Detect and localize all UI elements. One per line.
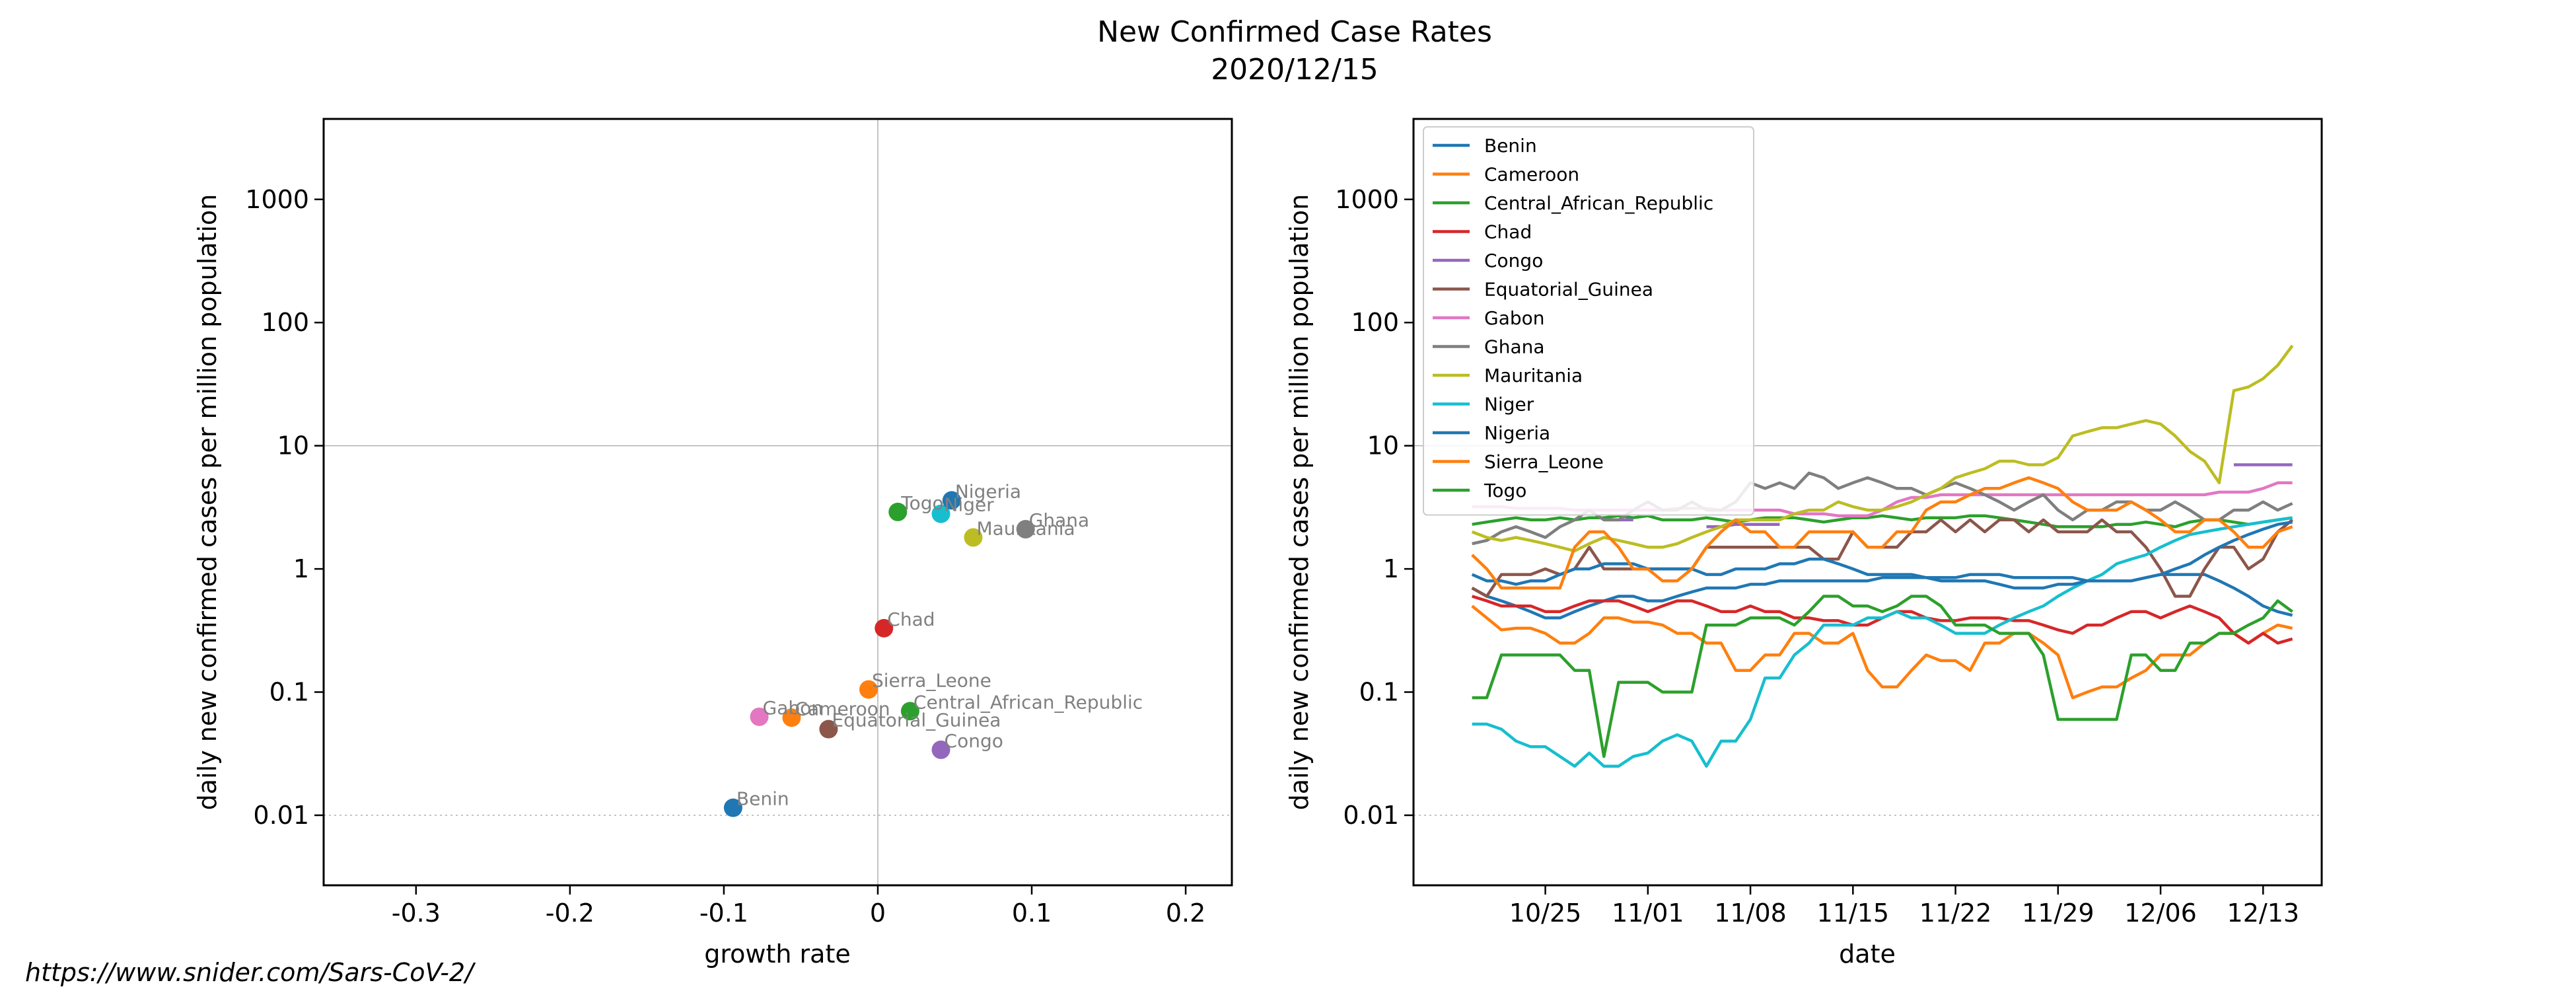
y-tick-label: 100	[261, 308, 309, 337]
series-line	[1472, 595, 2293, 758]
scatter-point	[1016, 520, 1035, 539]
y-tick-label: 1	[293, 554, 309, 583]
line-y-axis: 0.01 0.1 1 10 100 1000	[1335, 185, 1413, 830]
source-url[interactable]: https://www.snider.com/Sars-CoV-2/	[25, 958, 476, 987]
scatter-points	[723, 491, 1035, 817]
y-tick-label: 1000	[1335, 185, 1399, 214]
legend-label: Niger	[1484, 394, 1534, 416]
legend-label: Nigeria	[1484, 422, 1550, 444]
x-tick-label: 11/22	[1919, 899, 1992, 928]
series-line	[1471, 605, 2293, 700]
scatter-panel: Benin Cameroon Central_African_Republic Cha…	[193, 118, 1233, 969]
legend-label: Cameroon	[1484, 164, 1579, 186]
series-line	[1471, 520, 2293, 590]
scatter-point	[819, 719, 838, 739]
x-tick-label: 12/13	[2227, 899, 2300, 928]
scatter-point-label: Chad	[887, 608, 935, 630]
series-line	[1472, 516, 2293, 768]
scatter-point-labels: Benin Cameroon Central_African_Republic Cha…	[736, 480, 1143, 809]
line-panel: 10/25 11/01 11/08 11/15 11/22 11/29 12/06 12/13…	[1285, 118, 2323, 969]
x-tick-label: 11/29	[2022, 899, 2094, 928]
series-line	[1472, 514, 2293, 529]
scatter-point	[875, 618, 894, 638]
scatter-point-label: Niger	[945, 494, 995, 516]
line-axes-frame	[1412, 118, 2323, 887]
legend-label: Congo	[1484, 250, 1543, 272]
x-tick-label: 12/06	[2124, 899, 2197, 928]
legend-label: Central_African_Republic	[1484, 192, 1713, 214]
figure-subtitle: 2020/12/15	[1211, 53, 1378, 87]
scatter-point-label: Nigeria	[955, 480, 1021, 502]
line-series	[1471, 344, 2294, 768]
x-tick-label: 11/15	[1817, 899, 1890, 928]
line-x-axis-label: date	[1839, 939, 1896, 969]
scatter-point	[931, 504, 950, 523]
scatter-point	[723, 798, 742, 817]
legend-label: Gabon	[1484, 307, 1545, 329]
y-tick-label: 0.01	[1343, 801, 1399, 830]
scatter-point	[900, 702, 919, 721]
scatter-point-label: Mauritania	[976, 518, 1075, 540]
legend-label: Togo	[1484, 480, 1526, 501]
x-tick-label: 11/01	[1612, 899, 1684, 928]
series-line	[1472, 471, 2293, 546]
series-line	[1471, 476, 2293, 590]
scatter-axes-frame	[322, 118, 1233, 887]
y-tick-label: 0.1	[1359, 678, 1399, 707]
y-tick-label: 1000	[245, 185, 309, 214]
legend-label: Chad	[1484, 221, 1532, 243]
y-tick-label: 100	[1351, 308, 1399, 337]
scatter-point	[750, 707, 769, 726]
legend-label: Ghana	[1484, 336, 1545, 358]
scatter-x-axis: -0.3 -0.2 -0.1 0 0.1 0.2	[392, 885, 1205, 928]
legend: Benin Cameroon Central_African_Republic Cha…	[1423, 126, 1754, 516]
line-y-axis-label: daily new confirmed cases per million po…	[1285, 194, 1314, 811]
x-tick-label: 11/08	[1714, 899, 1787, 928]
legend-label: Mauritania	[1484, 365, 1583, 386]
x-tick-label: -0.3	[392, 899, 441, 928]
scatter-point-label: Benin	[736, 788, 789, 810]
scatter-point-label: Ghana	[1029, 509, 1090, 531]
scatter-point-label: Togo	[900, 492, 943, 514]
scatter-x-axis-label: growth rate	[704, 939, 851, 969]
x-tick-label: 0.1	[1012, 899, 1052, 928]
scatter-point	[782, 708, 801, 727]
scatter-point	[942, 491, 961, 510]
scatter-point-label: Sierra_Leone	[872, 670, 991, 692]
scatter-point	[931, 740, 950, 759]
figure-title: New Confirmed Case Rates	[1097, 15, 1492, 49]
scatter-point-label: Central_African_Republic	[913, 691, 1143, 713]
scatter-point-label: Congo	[945, 730, 1003, 752]
x-tick-label: 10/25	[1509, 899, 1582, 928]
scatter-y-axis-label: daily new confirmed cases per million po…	[193, 194, 222, 811]
y-tick-label: 0.1	[269, 678, 309, 707]
legend-label: Benin	[1484, 135, 1537, 157]
scatter-point	[859, 680, 878, 699]
y-tick-label: 0.01	[253, 801, 309, 830]
y-tick-label: 10	[1367, 431, 1399, 460]
x-tick-label: 0	[870, 899, 886, 928]
legend-box	[1423, 126, 1754, 516]
scatter-point-label: Gabon	[763, 697, 824, 719]
y-tick-label: 10	[277, 431, 309, 460]
scatter-point	[964, 528, 983, 547]
scatter-point-label: Equatorial_Guinea	[832, 710, 1001, 731]
scatter-reference-lines	[324, 119, 1232, 885]
x-tick-label: -0.1	[699, 899, 748, 928]
scatter-y-axis: 0.01 0.1 1 10 100 1000	[245, 185, 324, 830]
y-tick-label: 1	[1383, 554, 1399, 583]
x-tick-label: 0.2	[1166, 899, 1205, 928]
scatter-point-label: Cameroon	[795, 698, 890, 719]
line-x-axis: 10/25 11/01 11/08 11/15 11/22 11/29 12/06 12/13	[1509, 885, 2299, 928]
scatter-point	[888, 502, 908, 521]
x-tick-label: -0.2	[546, 899, 594, 928]
legend-label: Equatorial_Guinea	[1484, 279, 1653, 301]
legend-label: Sierra_Leone	[1484, 451, 1604, 473]
